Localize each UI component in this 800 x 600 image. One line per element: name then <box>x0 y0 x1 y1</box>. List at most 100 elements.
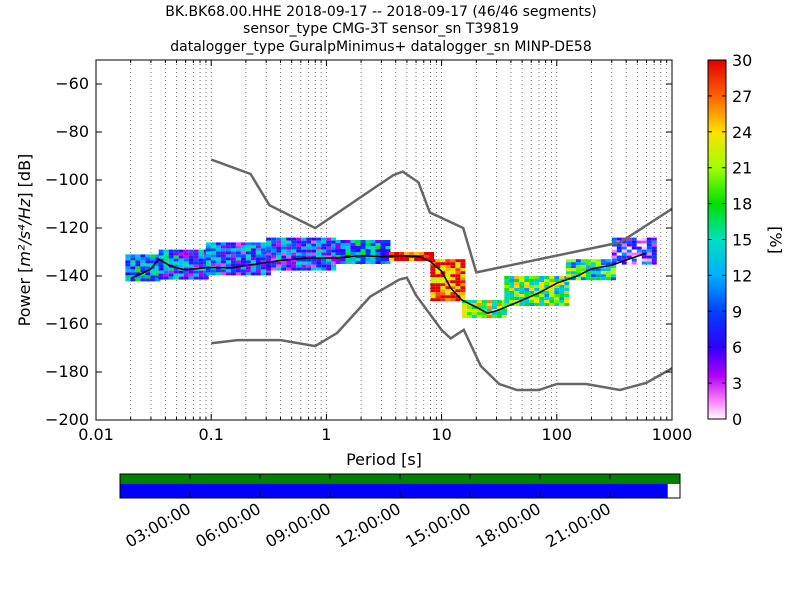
psd-cell <box>240 257 246 261</box>
psd-cell <box>235 269 241 273</box>
psd-cell <box>580 265 586 269</box>
psd-cell <box>631 237 637 241</box>
psd-cell <box>140 260 146 264</box>
psd-cell <box>360 252 366 255</box>
psd-cell <box>140 263 146 267</box>
psd-cell <box>266 240 272 244</box>
psd-cell <box>326 261 332 265</box>
psd-cell <box>455 271 461 275</box>
psd-cell <box>193 270 199 274</box>
y-tick-label: −160 <box>45 314 89 333</box>
psd-cell <box>260 242 266 246</box>
psd-cell <box>240 260 246 264</box>
psd-cell <box>173 261 179 265</box>
psd-cell <box>646 252 652 256</box>
psd-cell <box>460 292 466 296</box>
psd-cell <box>178 264 184 268</box>
psd-cell <box>245 269 251 273</box>
psd-cell <box>514 282 520 285</box>
psd-cell <box>504 294 510 297</box>
psd-cell <box>230 260 236 264</box>
psd-cell <box>125 254 131 258</box>
psd-cell <box>183 270 189 274</box>
psd-cell <box>276 240 282 244</box>
psd-cell <box>188 255 194 259</box>
psd-cell <box>291 249 297 253</box>
psd-cell <box>460 274 466 278</box>
psd-cell <box>641 258 647 262</box>
psd-cell <box>225 248 231 252</box>
psd-cell <box>291 246 297 250</box>
noise-model-upper <box>210 158 673 274</box>
psd-cell <box>198 267 204 271</box>
psd-cell <box>255 245 261 249</box>
psd-cell <box>183 261 189 265</box>
psd-cell <box>296 264 302 268</box>
psd-cell <box>509 285 515 288</box>
psd-cell <box>245 251 251 255</box>
psd-cell <box>155 278 161 282</box>
psd-cell <box>205 257 211 261</box>
psd-cell <box>636 237 642 241</box>
psd-cell <box>355 246 361 249</box>
psd-cell <box>145 257 151 261</box>
psd-cell <box>173 276 179 280</box>
psd-cell <box>641 255 647 259</box>
psd-cell <box>163 264 169 268</box>
psd-cell <box>210 257 216 261</box>
psd-cell <box>355 243 361 246</box>
psd-cell <box>605 271 611 275</box>
psd-cell <box>340 258 346 261</box>
psd-cell <box>230 242 236 246</box>
psd-cell <box>509 279 515 282</box>
psd-cell <box>210 248 216 252</box>
psd-cell <box>271 237 277 241</box>
y-tick-label: −100 <box>45 170 89 189</box>
psd-cell <box>430 286 436 290</box>
psd-cell <box>549 300 555 303</box>
psd-cell <box>501 312 507 315</box>
psd-cell <box>311 240 317 244</box>
psd-cell <box>476 315 482 318</box>
psd-cell <box>255 266 261 270</box>
psd-cell <box>430 268 436 272</box>
psd-cell <box>326 252 332 256</box>
psd-cell <box>335 249 341 252</box>
psd-cell <box>595 274 601 278</box>
psd-cell <box>440 277 446 281</box>
psd-cell <box>435 280 441 284</box>
psd-cell <box>460 277 466 281</box>
psd-cell <box>198 261 204 265</box>
psd-cell <box>440 268 446 272</box>
psd-cell <box>529 288 535 291</box>
psd-cell <box>140 269 146 273</box>
psd-cell <box>435 277 441 281</box>
psd-cell <box>306 255 312 259</box>
x-axis-label: Period [s] <box>346 450 422 469</box>
psd-cell <box>380 258 386 261</box>
psd-cell <box>529 300 535 303</box>
psd-cell <box>183 267 189 271</box>
psd-cell <box>509 294 515 297</box>
psd-cell <box>466 309 472 312</box>
psd-cell <box>430 259 436 263</box>
psd-cell <box>311 258 317 262</box>
psd-cell <box>419 255 425 258</box>
psd-cell <box>504 288 510 291</box>
psd-cell <box>345 243 351 246</box>
psd-cell <box>570 268 576 272</box>
psd-plot-area: 0.01 0.1 1 10 100 1000 −200 −180 −160 −140 −120 −1… <box>45 59 692 444</box>
psd-cell <box>260 245 266 249</box>
psd-cell <box>435 298 441 302</box>
time-bar-coverage <box>120 484 668 498</box>
psd-cell <box>271 252 277 256</box>
psd-cell <box>266 255 272 259</box>
psd-cell <box>450 295 456 299</box>
psd-cell <box>286 252 292 256</box>
psd-cell <box>321 255 327 259</box>
psd-cell <box>575 268 581 272</box>
psd-cell <box>430 277 436 281</box>
psd-cell <box>276 237 282 241</box>
psd-cell <box>440 298 446 302</box>
psd-cell <box>340 249 346 252</box>
